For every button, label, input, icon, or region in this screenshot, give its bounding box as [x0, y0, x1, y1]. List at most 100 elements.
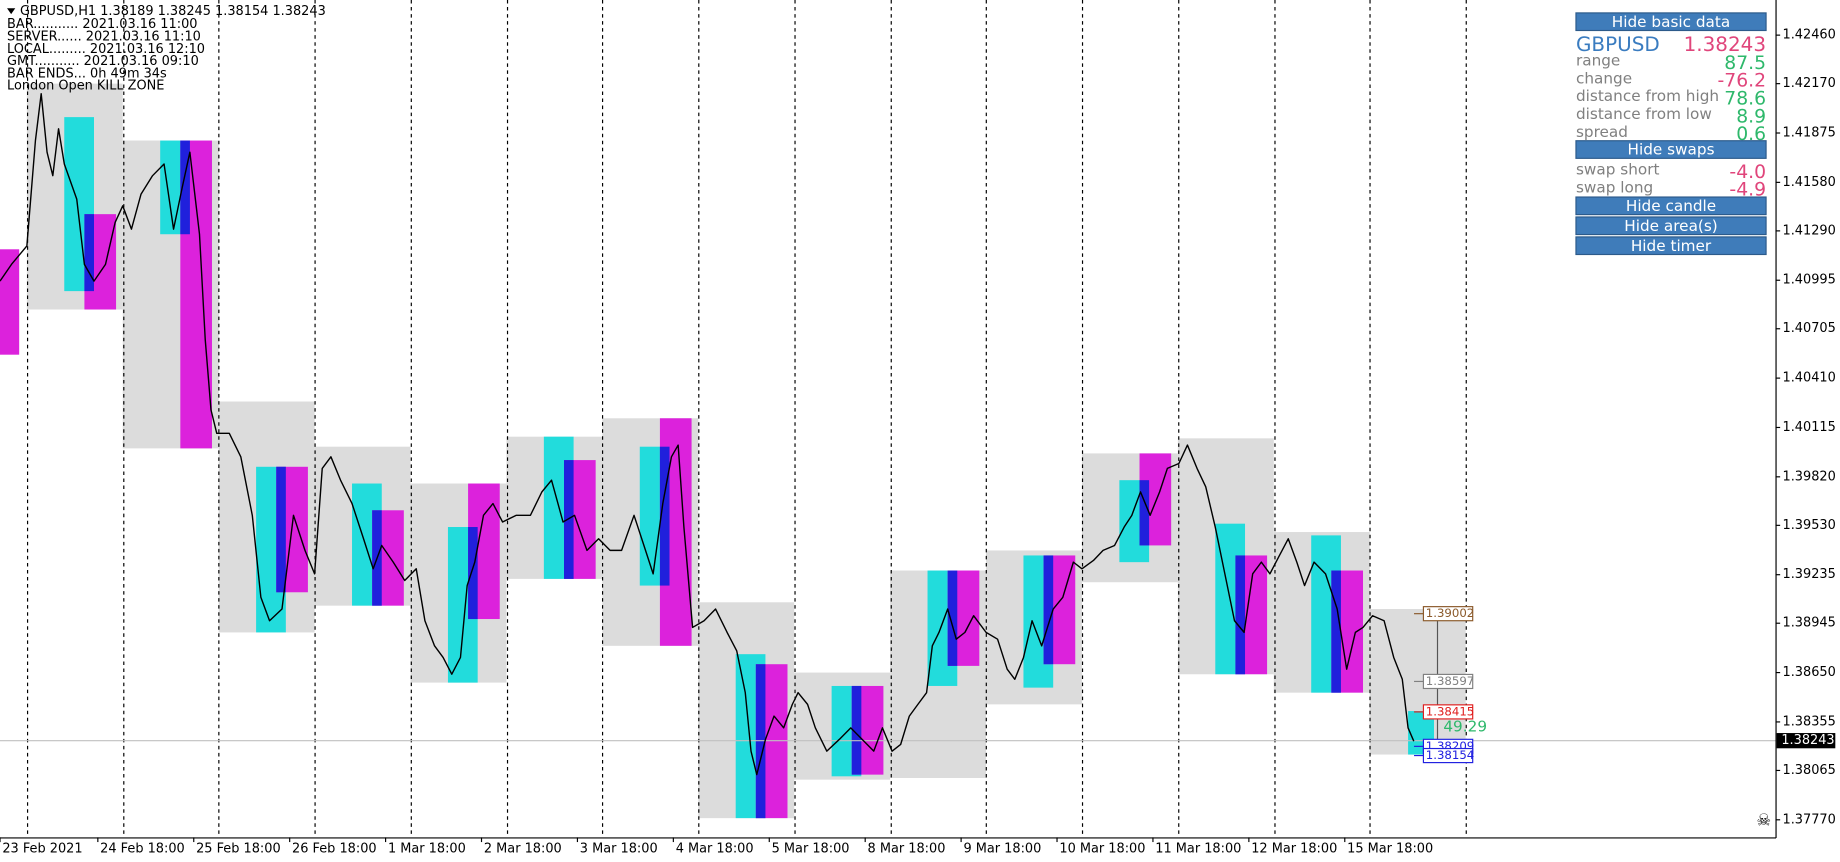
level-box	[1422, 606, 1474, 622]
panel-label: swap short	[1576, 161, 1660, 179]
y-tick-label: 1.39530	[1782, 518, 1835, 533]
zone-overlap	[1043, 555, 1054, 665]
panel-value: 0.6	[1736, 124, 1766, 145]
zone-overlap	[564, 460, 574, 579]
x-tick-label: 26 Feb 18:00	[292, 842, 377, 857]
info-line: GMT........... 2021.03.16 09:10	[7, 54, 199, 69]
button-face[interactable]	[1575, 12, 1767, 32]
x-tick-label: 12 Mar 18:00	[1251, 842, 1337, 857]
last-price-label: 1.38243	[1781, 733, 1834, 748]
panel-value: 78.6	[1724, 88, 1766, 109]
zone-overlap	[947, 570, 958, 666]
x-tick-label: 8 Mar 18:00	[868, 842, 946, 857]
level-box	[1422, 747, 1474, 764]
x-tick-label: 4 Mar 18:00	[676, 842, 754, 857]
price-line	[0, 93, 1415, 776]
y-tick-label: 1.42170	[1782, 76, 1835, 91]
zone-overlap	[276, 466, 286, 593]
y-tick-label: 1.37770	[1782, 812, 1835, 827]
x-tick-label: 9 Mar 18:00	[963, 842, 1041, 857]
y-tick-label: 1.41580	[1782, 175, 1835, 190]
zone-overlap	[468, 527, 478, 620]
panel-button[interactable]: Hide timer	[1575, 236, 1767, 256]
button-face[interactable]	[1575, 196, 1767, 216]
chart-title: GBPUSD,H1 1.38189 1.38245 1.38154 1.3824…	[20, 4, 326, 19]
panel-value: -4.9	[1729, 180, 1766, 201]
info-line: LOCAL......... 2021.03.16 12:10	[7, 42, 205, 57]
panel-button[interactable]: Hide swaps	[1575, 140, 1767, 159]
x-tick-label: 1 Mar 18:00	[388, 842, 466, 857]
zone-overlap	[84, 214, 95, 292]
panel-button[interactable]: Hide candle	[1575, 196, 1767, 216]
y-tick-label: 1.38650	[1782, 665, 1835, 680]
zone-overlap	[1235, 555, 1246, 675]
x-tick-label: 24 Feb 18:00	[100, 842, 185, 857]
level-box	[1422, 704, 1474, 720]
panel-value: 8.9	[1736, 106, 1766, 127]
panel-symbol: GBPUSD	[1576, 32, 1660, 56]
panel-button[interactable]: Hide area(s)	[1575, 216, 1767, 236]
button-face[interactable]	[1575, 216, 1767, 236]
button-label[interactable]: Hide candle	[1626, 197, 1716, 215]
countdown: 49.29	[1443, 718, 1487, 736]
button-face[interactable]	[1575, 236, 1767, 256]
zone-overlap	[1331, 570, 1341, 693]
info-line: BAR........... 2021.03.16 11:00	[7, 17, 197, 32]
zone-overlap	[659, 446, 670, 586]
panel-label: change	[1576, 69, 1632, 87]
last-price-box	[1776, 733, 1836, 749]
panel-label: range	[1576, 51, 1620, 69]
x-tick-label: 23 Feb 2021	[2, 842, 82, 857]
y-tick-label: 1.42460	[1782, 28, 1835, 43]
y-tick-label: 1.38945	[1782, 616, 1835, 631]
panel-label: distance from high	[1576, 87, 1719, 105]
y-tick-label: 1.39820	[1782, 469, 1835, 484]
x-tick-label: 2 Mar 18:00	[484, 842, 562, 857]
level-label: 1.38597	[1426, 674, 1474, 688]
y-tick-label: 1.39235	[1782, 567, 1835, 582]
x-tick-label: 11 Mar 18:00	[1155, 842, 1241, 857]
zone-overlap	[1139, 480, 1150, 546]
y-tick-label: 1.40995	[1782, 273, 1835, 288]
panel-button[interactable]: Hide basic data	[1575, 12, 1767, 32]
x-tick-label: 3 Mar 18:00	[580, 842, 658, 857]
button-label[interactable]: Hide basic data	[1612, 13, 1730, 31]
y-tick-label: 1.40705	[1782, 321, 1835, 336]
x-tick-label: 10 Mar 18:00	[1059, 842, 1145, 857]
info-line: SERVER...... 2021.03.16 11:10	[7, 29, 201, 44]
menu-arrow[interactable]	[7, 8, 16, 15]
y-tick-label: 1.41290	[1782, 223, 1835, 238]
x-tick-label: 25 Feb 18:00	[196, 842, 281, 857]
zone-overlap	[851, 685, 862, 775]
info-line: BAR ENDS... 0h 49m 34s	[7, 66, 167, 81]
y-tick-label: 1.41875	[1782, 126, 1835, 141]
button-label[interactable]: Hide area(s)	[1624, 217, 1717, 235]
level-label: 1.39002	[1426, 606, 1474, 620]
panel-price: 1.38243	[1684, 32, 1766, 56]
panel-value: -4.0	[1729, 162, 1766, 183]
skull-icon[interactable]: ☠	[1756, 810, 1771, 829]
y-tick-label: 1.38065	[1782, 763, 1835, 778]
x-tick-label: 15 Mar 18:00	[1347, 842, 1433, 857]
button-label[interactable]: Hide timer	[1631, 237, 1712, 255]
panel-label: distance from low	[1576, 105, 1712, 123]
y-tick-label: 1.40115	[1782, 420, 1835, 435]
zone-overlap	[180, 140, 190, 235]
panel-value: -76.2	[1717, 71, 1766, 92]
button-face[interactable]	[1575, 140, 1767, 159]
magenta-boxe	[0, 249, 20, 355]
panel-label: swap long	[1576, 178, 1653, 196]
level-label: 1.38415	[1426, 704, 1474, 718]
level-label: 1.38154	[1426, 748, 1474, 762]
x-tick-label: 5 Mar 18:00	[772, 842, 850, 857]
y-tick-label: 1.40410	[1782, 371, 1835, 386]
panel-value: 87.5	[1724, 53, 1766, 74]
panel-label: spread	[1576, 123, 1628, 141]
button-label[interactable]: Hide swaps	[1627, 141, 1714, 159]
info-line: London Open KILL ZONE	[7, 79, 164, 94]
level-box	[1422, 673, 1474, 690]
y-tick-label: 1.38355	[1782, 714, 1835, 729]
